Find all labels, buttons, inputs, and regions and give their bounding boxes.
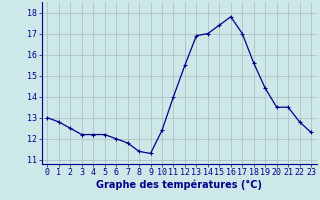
X-axis label: Graphe des températures (°C): Graphe des températures (°C) [96,180,262,190]
